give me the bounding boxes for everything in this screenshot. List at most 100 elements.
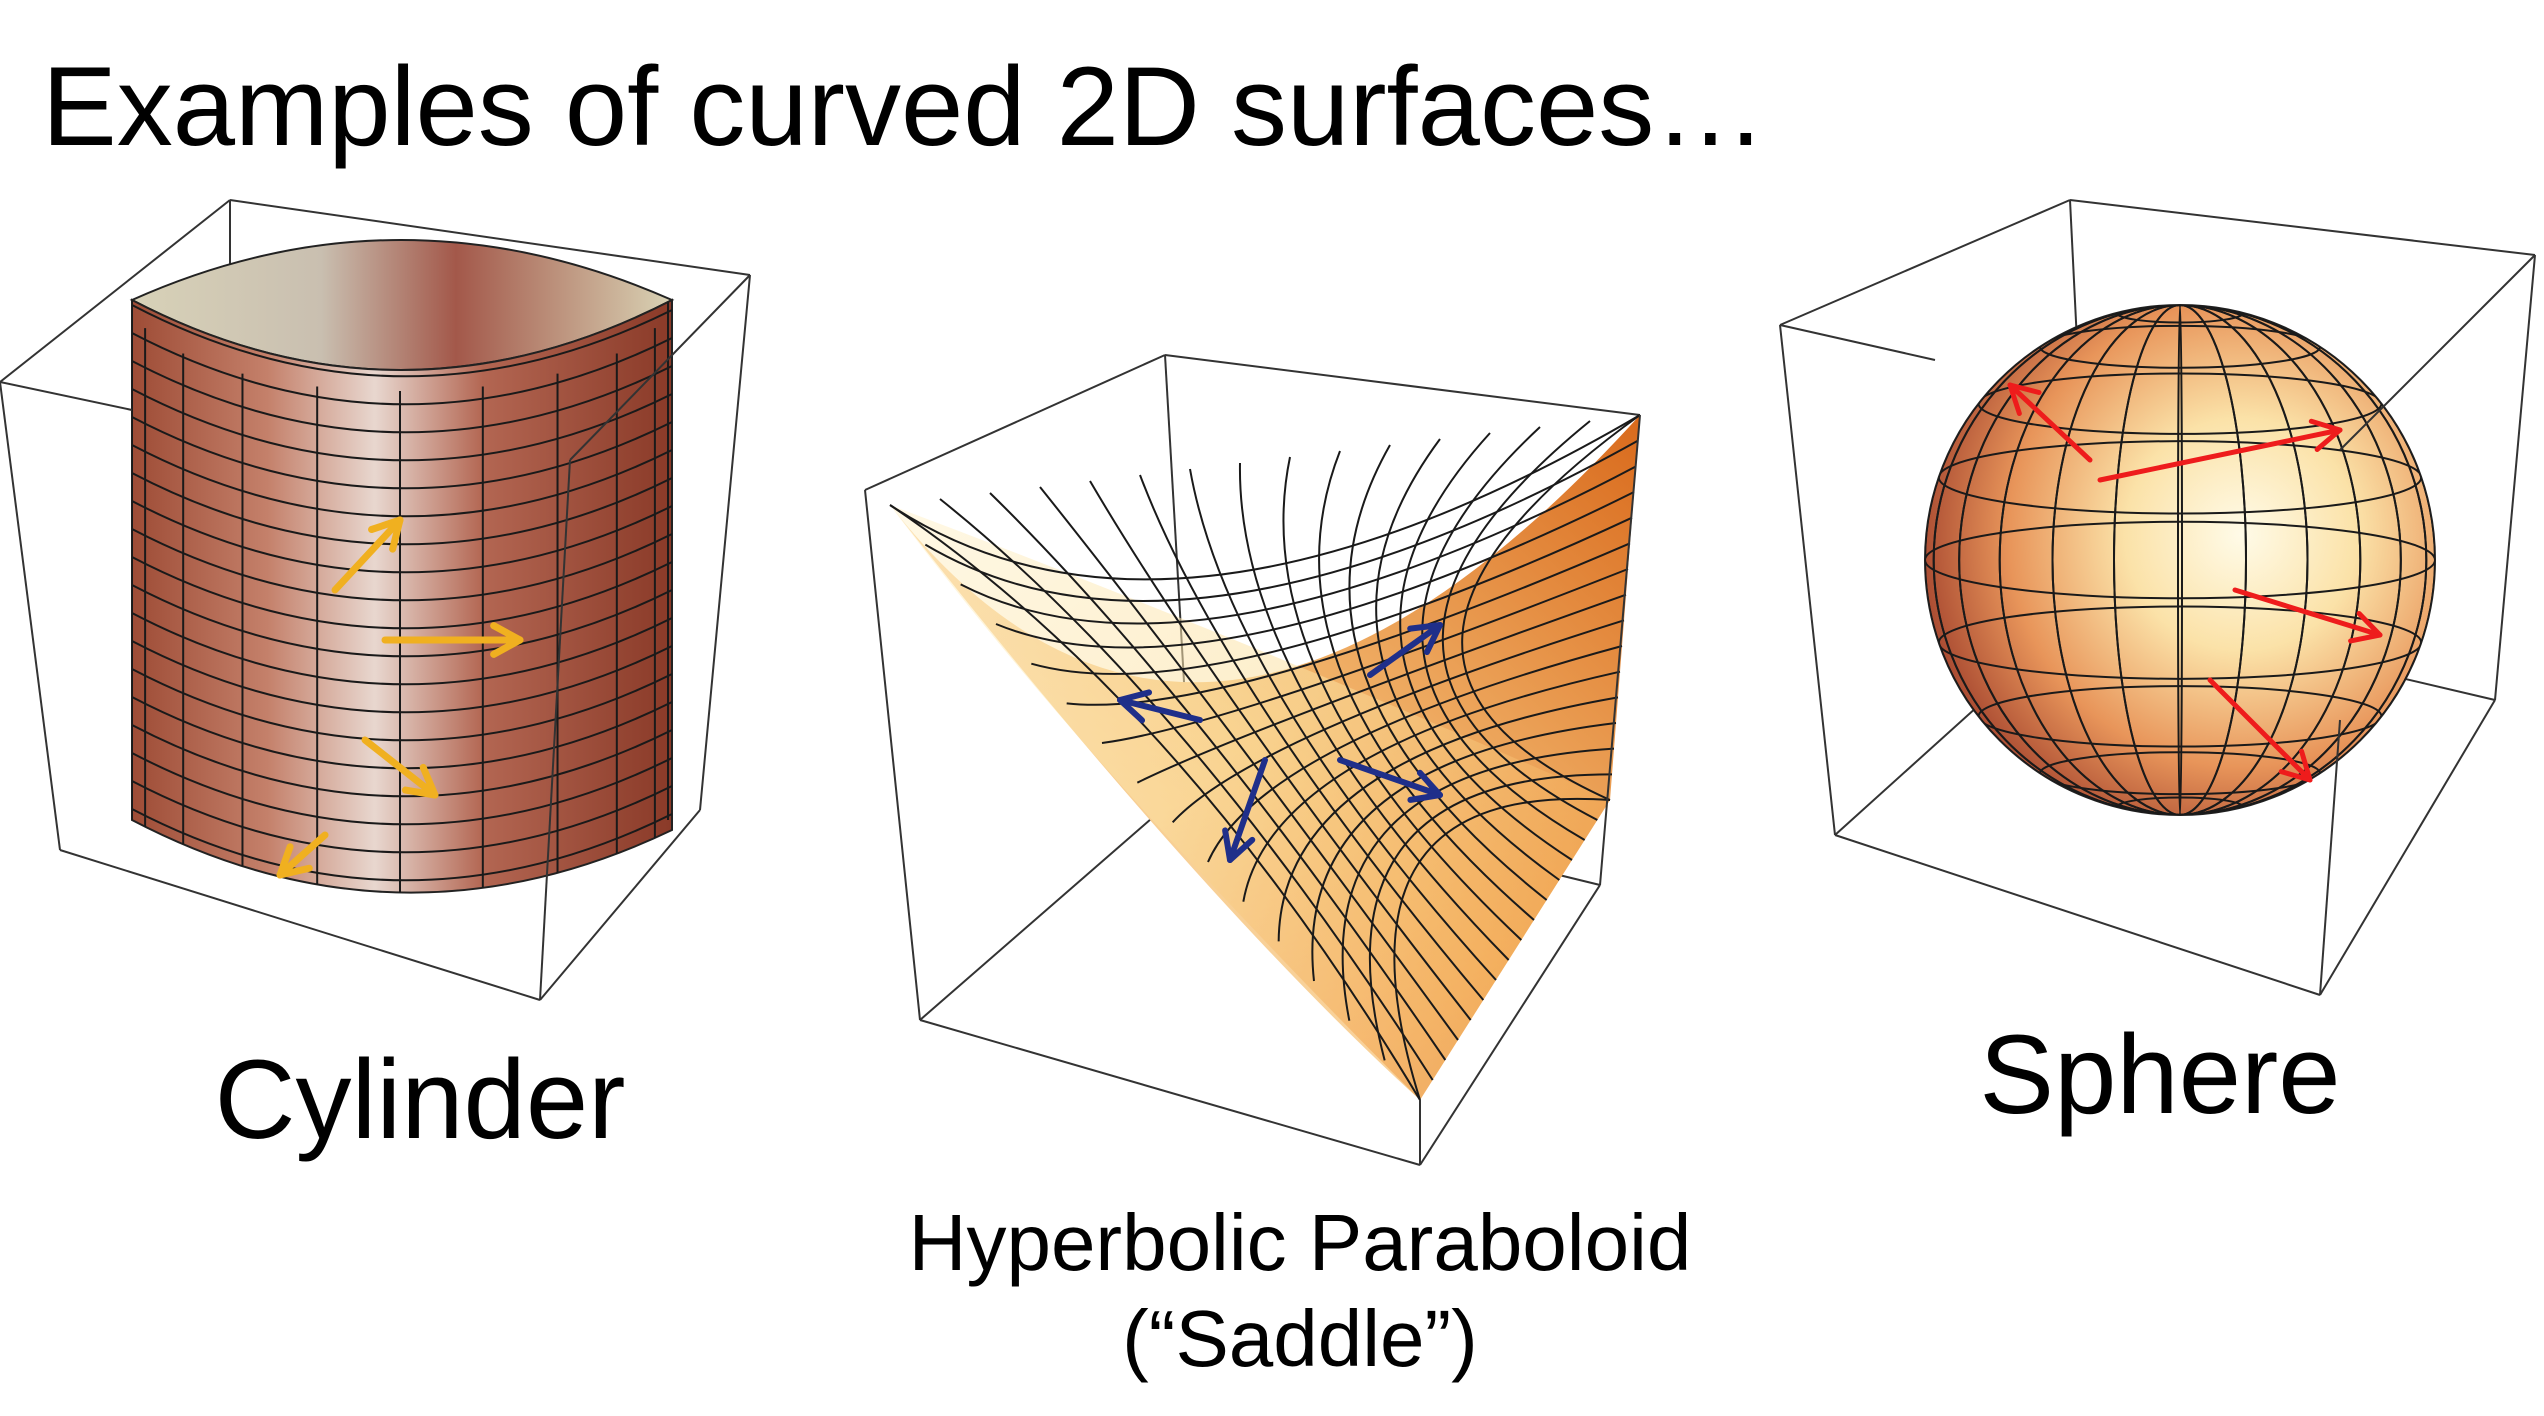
sphere-grid-meridian <box>1998 305 2362 815</box>
sphere-arrow <box>2207 677 2313 783</box>
cylinder-grid-ring <box>132 332 672 406</box>
sphere-arrow-shaft <box>2232 587 2383 638</box>
saddle-arrow <box>1367 622 1443 678</box>
cylinder-arrow-head <box>401 763 439 799</box>
saddle-arrow <box>1117 689 1203 724</box>
cylinder-arrow-head <box>276 843 313 879</box>
cylinder-grid-ring <box>132 752 672 826</box>
saddle-grid-line <box>1242 670 1621 902</box>
cylinder-grid-ring <box>132 500 672 574</box>
cylinder-grid-ring <box>132 724 672 798</box>
slide-title: Examples of curved 2D surfaces… <box>42 44 1767 169</box>
sphere-arrow-shaft <box>2097 427 2343 483</box>
sphere-arrow-head <box>2348 610 2383 644</box>
saddle-label: Hyperbolic Paraboloid (“Saddle”) <box>800 1195 1800 1387</box>
sphere-arrow-head <box>2278 748 2313 783</box>
saddle-grid-line <box>939 498 1434 1081</box>
cylinder-arrow-shaft <box>331 516 404 594</box>
saddle-grid-line <box>960 465 1637 625</box>
sphere-arrow-shaft <box>2207 677 2313 783</box>
saddle-arrow-head <box>1407 769 1443 803</box>
sphere-arrow <box>2232 587 2383 644</box>
saddle-grid-line <box>1348 444 1548 901</box>
saddle-arrow-shaft <box>1337 757 1443 798</box>
cylinder-grid-ring <box>132 528 672 602</box>
saddle-grid-line <box>889 504 1421 1101</box>
cylinder-grid-ring <box>132 304 672 378</box>
sphere-arrow-shaft <box>2007 382 2093 463</box>
cylinder-arrow <box>331 516 404 594</box>
saddle-arrow-shaft <box>1367 622 1443 678</box>
cylinder-surface-icon <box>0 199 751 1001</box>
saddle-grid-line <box>1282 456 1523 941</box>
sphere-arrow <box>2097 418 2343 483</box>
saddle-arrow-shaft <box>1227 757 1268 863</box>
sphere-surface-icon <box>1779 199 2536 996</box>
sphere-grid-meridian <box>1932 305 2428 815</box>
saddle-grid-line <box>1039 486 1459 1041</box>
sphere-grid-meridian <box>2177 305 2183 815</box>
cylinder-grid-ring <box>132 388 672 462</box>
sphere-grid-meridian <box>2113 305 2247 815</box>
saddle-grid-line <box>989 492 1447 1061</box>
saddle-grid-line <box>1341 747 1615 1021</box>
sphere-grid-parallel <box>1925 520 2435 600</box>
saddle-grid-line <box>995 491 1635 649</box>
saddle-grid-line <box>1369 773 1613 1061</box>
sphere-grid-meridian <box>2051 305 2309 815</box>
saddle-arrow-head <box>1407 622 1443 656</box>
saddle-grid-line <box>1089 480 1472 1021</box>
saddle-label-line1: Hyperbolic Paraboloid <box>908 1198 1692 1287</box>
cylinder-grid-ring <box>132 360 672 434</box>
saddle-grid-line <box>1171 619 1625 824</box>
cylinder-grid-ring <box>132 472 672 546</box>
sphere-arrow-head <box>2007 382 2042 416</box>
sphere-arrow <box>2007 382 2093 463</box>
saddle-surface-icon <box>864 354 1641 1166</box>
cylinder-grid-ring <box>132 584 672 658</box>
cylinder-arrow-head <box>490 622 524 658</box>
saddle-grid-line <box>1066 542 1631 706</box>
cylinder-grid-ring <box>132 612 672 686</box>
cylinder-arrow <box>381 622 524 658</box>
cylinder-grid-ring <box>132 640 672 714</box>
sphere-grid-meridian <box>1958 305 2402 815</box>
cylinder-grid-ring <box>132 808 672 882</box>
sphere-label: Sphere <box>1979 1012 2341 1137</box>
saddle-grid-line <box>1277 696 1619 942</box>
saddle-grid-line <box>1311 722 1617 982</box>
saddle-grid-line <box>1441 420 1598 821</box>
saddle-grid-line <box>1393 797 1611 1101</box>
cylinder-grid-ring <box>132 668 672 742</box>
saddle-grid-line <box>1031 516 1633 675</box>
cylinder-grid-ring <box>132 444 672 518</box>
saddle-grid-line <box>1238 462 1510 961</box>
cylinder-arrow-shaft <box>276 831 329 879</box>
cylinder-arrow <box>361 736 439 799</box>
saddle-arrow <box>1222 757 1268 863</box>
saddle-arrow-shaft <box>1117 697 1203 723</box>
saddle-label-line2: (“Saddle”) <box>1122 1294 1478 1383</box>
saddle-grid-line <box>889 414 1641 581</box>
saddle-grid-line <box>1101 568 1629 744</box>
saddle-grid-line <box>1189 468 1497 981</box>
saddle-arrow-head <box>1117 689 1153 724</box>
cylinder-grid-ring <box>132 556 672 630</box>
saddle-arrow <box>1337 757 1443 803</box>
saddle-grid-line <box>1421 426 1586 841</box>
cylinder-arrow-shaft <box>361 736 439 799</box>
saddle-grid-line <box>1318 450 1535 921</box>
saddle-grid-line <box>924 439 1639 602</box>
cylinder-label: Cylinder <box>214 1037 626 1162</box>
saddle-arrow-head <box>1222 827 1256 863</box>
cylinder-arrow <box>276 831 329 879</box>
cylinder-grid-ring <box>132 780 672 854</box>
cylinder-arrow-head <box>368 516 404 553</box>
saddle-grid-line <box>1139 474 1485 1001</box>
saddle-grid-line <box>1207 645 1623 863</box>
sphere-arrow-head <box>2308 418 2343 452</box>
cylinder-grid-ring <box>132 416 672 490</box>
saddle-grid-line <box>1136 593 1627 784</box>
